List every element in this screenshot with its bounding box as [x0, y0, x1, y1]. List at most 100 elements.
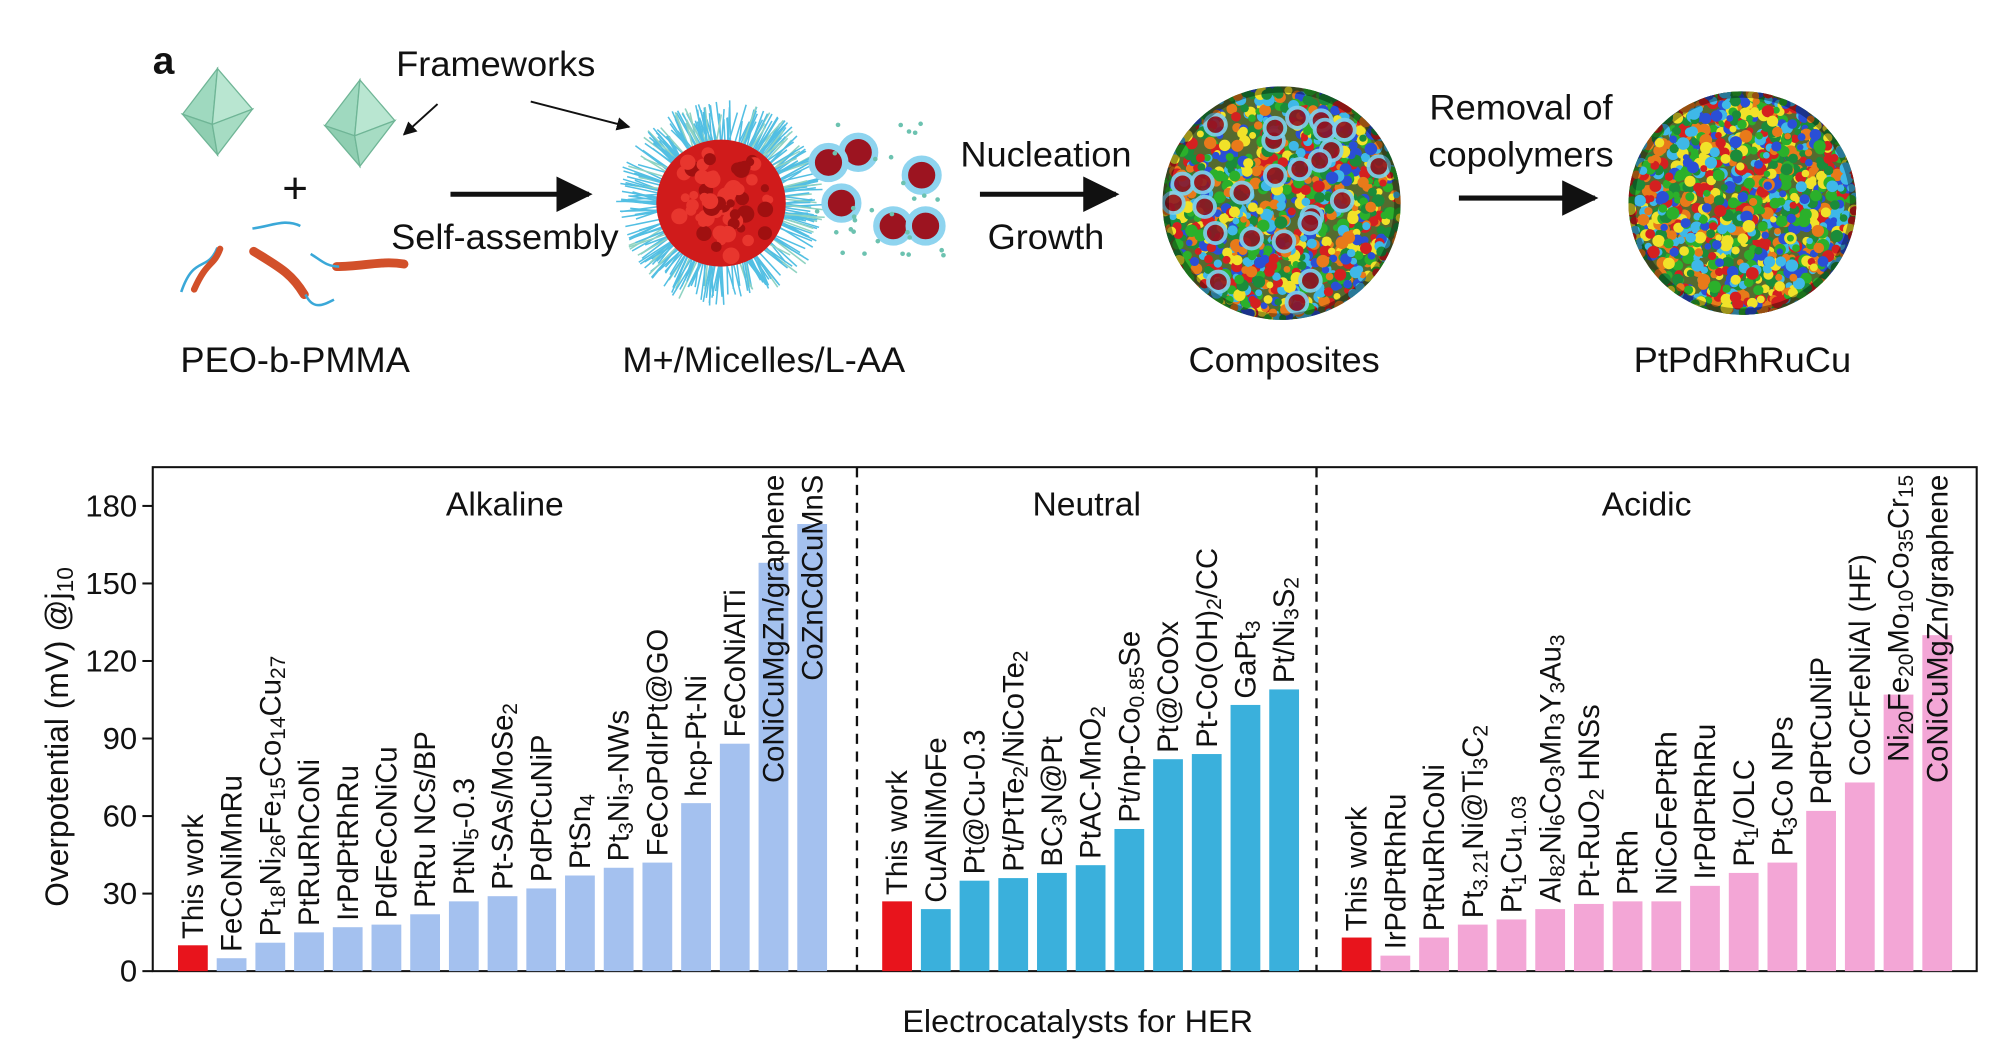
precursor-dot	[848, 227, 854, 232]
sphere-atom	[1851, 160, 1857, 167]
sphere-atom	[1714, 204, 1727, 217]
sphere-atom	[1639, 289, 1648, 297]
sphere-atom	[1384, 99, 1397, 111]
sphere-atom	[1844, 91, 1853, 99]
sphere-atom	[1638, 282, 1649, 293]
micelle-corona	[651, 241, 673, 260]
precursor-dot	[851, 214, 857, 219]
sphere-atom	[1349, 298, 1358, 307]
bar	[526, 888, 557, 972]
sphere-atom	[1729, 136, 1742, 149]
sphere-atom	[1631, 106, 1641, 117]
sphere-atom	[1261, 89, 1273, 100]
sphere-atom	[1639, 113, 1651, 125]
micelle-corona	[685, 122, 694, 150]
sphere-atom	[1824, 115, 1833, 124]
sphere-atom	[1734, 185, 1742, 193]
sphere-atom	[1357, 87, 1365, 94]
micelle-corona	[768, 235, 809, 261]
sphere-atom	[1813, 140, 1826, 153]
sphere-atom	[1316, 254, 1330, 268]
sphere-atom	[1382, 124, 1390, 132]
sphere-atom	[1797, 302, 1805, 310]
sphere-atom	[1629, 139, 1637, 146]
sphere-atom	[1374, 103, 1387, 116]
sphere-atom	[1345, 86, 1355, 96]
bar-label: IrPdPtRhRu	[1688, 724, 1721, 880]
sphere-atom	[1680, 96, 1689, 105]
bar-label: BC3N@Pt	[1035, 736, 1071, 867]
sphere-atom	[1173, 86, 1184, 96]
sphere-atom	[1839, 262, 1848, 270]
sphere-atom	[1185, 109, 1195, 118]
sphere-atom	[1757, 206, 1766, 215]
sphere-atom	[1774, 281, 1785, 292]
sphere-atom	[1823, 108, 1831, 116]
sphere-atom	[1793, 301, 1805, 312]
sphere-atom	[1637, 91, 1648, 100]
sphere-atom	[1383, 92, 1395, 104]
sphere-atom	[1363, 91, 1375, 102]
sphere-atom	[1386, 129, 1397, 140]
sphere-atom	[1393, 251, 1401, 264]
sphere-atom	[1629, 104, 1641, 116]
sphere-atom	[1206, 92, 1216, 102]
sphere-atom	[1840, 275, 1850, 285]
sphere-atom	[1628, 254, 1635, 266]
sphere-atom	[1651, 306, 1665, 315]
micelle-corona	[642, 149, 671, 171]
sphere-atom	[1755, 132, 1763, 140]
sphere-atom	[1312, 180, 1325, 193]
sphere-atom	[1804, 158, 1813, 167]
sphere-atom	[1636, 298, 1645, 307]
y-tick-label: 150	[85, 566, 137, 601]
micelle-corona	[778, 219, 810, 238]
sphere-atom	[1670, 101, 1682, 112]
sphere-atom	[1635, 289, 1648, 301]
sphere-atom	[1659, 291, 1670, 302]
bar	[719, 743, 750, 972]
sphere-atom	[1335, 89, 1343, 97]
precursor-dot	[900, 180, 906, 186]
sphere-atom	[1749, 197, 1758, 206]
sphere-atom	[1379, 303, 1393, 317]
bar-label: PtNi5-0.3	[447, 778, 483, 895]
sphere-atom	[1630, 134, 1639, 143]
sphere-atom	[1187, 89, 1197, 99]
sphere-atom	[1775, 273, 1783, 281]
sphere-atom	[1162, 250, 1175, 263]
sphere-atom	[1717, 224, 1728, 235]
sphere-atom	[1810, 91, 1821, 102]
bar	[603, 867, 634, 972]
sphere-atom	[1257, 219, 1270, 232]
sphere-atom	[1249, 177, 1262, 190]
sphere-atom	[1700, 113, 1712, 124]
sphere-atom	[1650, 280, 1662, 292]
sphere-atom	[1376, 246, 1387, 257]
sphere-atom	[1841, 131, 1854, 144]
sphere-atom	[1377, 106, 1385, 114]
sphere-atom	[1335, 306, 1349, 319]
embedded-micelle	[1170, 171, 1195, 196]
micelle-corona	[756, 120, 786, 159]
step-label: Removal of	[1429, 88, 1613, 128]
small-micelle	[808, 142, 849, 183]
sphere-atom	[1836, 105, 1844, 113]
sphere-atom	[1220, 314, 1230, 320]
sphere-atom	[1790, 192, 1799, 202]
sphere-atom	[1685, 192, 1695, 202]
micelle-corona	[684, 108, 703, 144]
sphere-atom	[1845, 99, 1854, 108]
sphere-atom	[1330, 105, 1341, 116]
sphere-atom	[1821, 282, 1834, 294]
bar-label: Pt3.21Ni@Ti3C2	[1456, 725, 1492, 918]
sphere-atom	[1393, 261, 1401, 272]
sphere-atom	[1162, 279, 1168, 289]
sphere-atom	[1171, 95, 1185, 108]
sphere-atom	[1222, 310, 1234, 320]
sphere-atom	[1303, 127, 1312, 136]
micelle-corona	[631, 230, 667, 252]
sphere-atom	[1202, 94, 1214, 106]
sphere-atom	[1638, 120, 1650, 132]
precursor-dot	[840, 250, 846, 256]
